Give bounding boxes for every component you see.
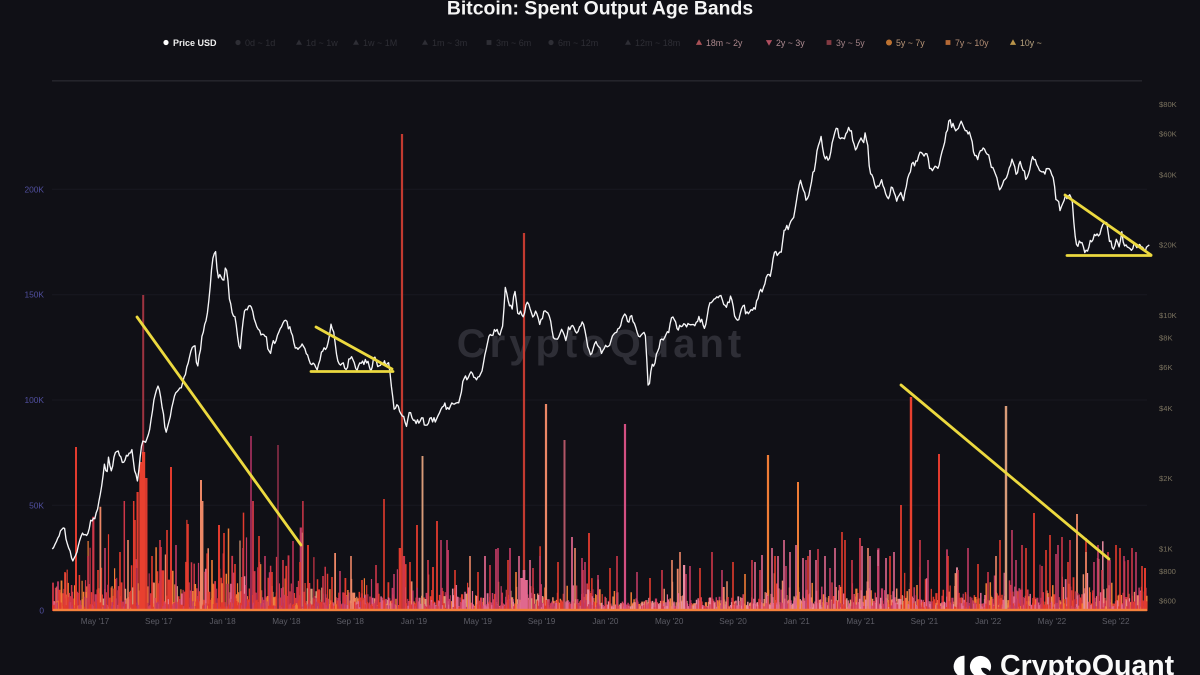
svg-text:$10K: $10K [1159,311,1177,320]
svg-text:18m ~ 2y: 18m ~ 2y [706,38,743,48]
svg-text:May '17: May '17 [81,617,110,626]
svg-text:5y ~ 7y: 5y ~ 7y [896,38,925,48]
svg-text:2y ~ 3y: 2y ~ 3y [776,38,805,48]
svg-text:0: 0 [39,606,44,616]
svg-text:$20K: $20K [1159,241,1177,250]
svg-text:Price USD: Price USD [173,38,217,48]
svg-text:May '22: May '22 [1038,617,1067,626]
svg-text:6m ~ 12m: 6m ~ 12m [558,38,598,48]
svg-text:12m ~ 18m: 12m ~ 18m [635,38,680,48]
svg-text:$4K: $4K [1159,404,1173,413]
svg-text:7y ~ 10y: 7y ~ 10y [955,38,989,48]
svg-text:1d ~ 1w: 1d ~ 1w [306,38,338,48]
svg-text:Jan '20: Jan '20 [592,617,619,626]
svg-text:Sep '18: Sep '18 [336,617,364,626]
svg-text:200K: 200K [24,184,44,194]
svg-text:3m ~ 6m: 3m ~ 6m [496,38,531,48]
svg-text:Jan '22: Jan '22 [975,617,1002,626]
svg-text:Bitcoin: Spent Output Age Band: Bitcoin: Spent Output Age Bands [447,0,753,20]
svg-text:100K: 100K [24,395,44,405]
svg-text:May '21: May '21 [846,617,875,626]
svg-text:CryptoQuant: CryptoQuant [457,322,745,366]
svg-text:Sep '22: Sep '22 [1102,617,1130,626]
svg-text:1m ~ 3m: 1m ~ 3m [432,38,467,48]
svg-text:$2K: $2K [1159,474,1173,483]
svg-text:$60K: $60K [1159,129,1177,138]
svg-text:May '18: May '18 [272,617,301,626]
svg-text:$600: $600 [1159,596,1176,605]
svg-text:150K: 150K [24,290,44,300]
svg-text:$1K: $1K [1159,545,1173,554]
svg-text:Sep '19: Sep '19 [528,617,556,626]
svg-text:0d ~ 1d: 0d ~ 1d [245,38,275,48]
svg-text:CryptoQuant: CryptoQuant [1000,650,1175,675]
svg-text:10y ~: 10y ~ [1020,38,1042,48]
svg-text:$6K: $6K [1159,363,1173,372]
svg-text:3y ~ 5y: 3y ~ 5y [836,38,865,48]
svg-text:Jan '21: Jan '21 [784,617,811,626]
svg-text:May '19: May '19 [464,617,493,626]
svg-text:$80K: $80K [1159,100,1177,109]
svg-text:1w ~ 1M: 1w ~ 1M [363,38,397,48]
svg-text:May '20: May '20 [655,617,684,626]
svg-text:$8K: $8K [1159,334,1173,343]
svg-text:$40K: $40K [1159,170,1177,179]
svg-text:Sep '20: Sep '20 [719,617,747,626]
svg-text:Jan '18: Jan '18 [210,617,237,626]
svg-text:50K: 50K [29,500,44,510]
svg-text:Jan '19: Jan '19 [401,617,428,626]
svg-text:Sep '17: Sep '17 [145,617,173,626]
svg-text:$800: $800 [1159,567,1176,576]
svg-text:Sep '21: Sep '21 [911,617,939,626]
